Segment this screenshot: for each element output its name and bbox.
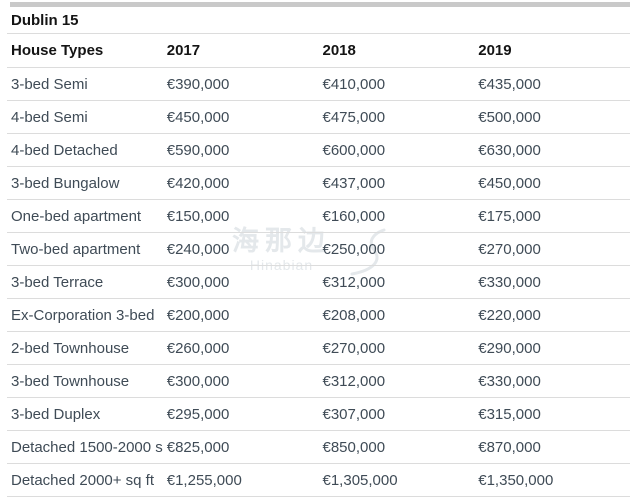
price-cell-2019: €500,000 xyxy=(478,108,541,126)
table-header-row: House Types 2017 2018 2019 xyxy=(7,34,630,68)
table-row: Detached 1500-2000 sq ft €825,000 €850,0… xyxy=(7,431,630,464)
price-cell-2019: €220,000 xyxy=(478,306,541,324)
house-type-cell: Detached 1500-2000 sq ft xyxy=(11,438,163,456)
price-cell-2017: €1,255,000 xyxy=(166,471,242,489)
price-cell-2019: €870,000 xyxy=(478,438,541,456)
column-header-2017: 2017 xyxy=(166,42,201,59)
house-type-cell: Ex-Corporation 3-bed xyxy=(11,306,155,324)
price-cell-2017: €240,000 xyxy=(166,240,230,258)
price-cell-2017: €590,000 xyxy=(166,141,230,159)
price-cell-2017: €420,000 xyxy=(166,174,230,192)
house-type-cell: Two-bed apartment xyxy=(11,240,141,258)
price-cell-2019: €630,000 xyxy=(478,141,541,159)
price-cell-2018: €270,000 xyxy=(322,339,386,357)
price-cell-2018: €250,000 xyxy=(322,240,386,258)
table-row: 4-bed Semi €450,000 €475,000 €500,000 xyxy=(7,101,630,134)
price-table: Dublin 15 House Types 2017 2018 2019 3-b… xyxy=(7,7,630,497)
price-cell-2017: €200,000 xyxy=(166,306,230,324)
price-cell-2017: €825,000 xyxy=(166,438,230,456)
price-cell-2019: €290,000 xyxy=(478,339,541,357)
table-row: 4-bed Detached €590,000 €600,000 €630,00… xyxy=(7,134,630,167)
price-cell-2018: €850,000 xyxy=(322,438,386,456)
table-body: 3-bed Semi €390,000 €410,000 €435,000 4-… xyxy=(7,68,630,497)
price-cell-2019: €435,000 xyxy=(478,75,541,93)
price-cell-2019: €330,000 xyxy=(478,372,541,390)
price-cell-2017: €295,000 xyxy=(166,405,230,423)
price-cell-2018: €312,000 xyxy=(322,273,386,291)
price-cell-2018: €437,000 xyxy=(322,174,386,192)
house-type-cell: 4-bed Detached xyxy=(11,141,118,159)
table-row: 3-bed Townhouse €300,000 €312,000 €330,0… xyxy=(7,365,630,398)
house-type-cell: 3-bed Duplex xyxy=(11,405,101,423)
price-cell-2018: €600,000 xyxy=(322,141,386,159)
house-type-cell: 3-bed Bungalow xyxy=(11,174,120,192)
table-title: Dublin 15 xyxy=(11,11,79,29)
table-title-row: Dublin 15 xyxy=(7,7,630,34)
price-cell-2018: €1,305,000 xyxy=(322,471,398,489)
house-type-cell: 3-bed Semi xyxy=(11,75,88,93)
table-row: Detached 2000+ sq ft €1,255,000 €1,305,0… xyxy=(7,464,630,497)
price-cell-2019: €450,000 xyxy=(478,174,541,192)
column-header-2019: 2019 xyxy=(478,42,512,59)
price-cell-2017: €300,000 xyxy=(166,372,230,390)
house-type-cell: 3-bed Townhouse xyxy=(11,372,130,390)
price-cell-2019: €175,000 xyxy=(478,207,541,225)
price-cell-2018: €312,000 xyxy=(322,372,386,390)
price-cell-2017: €150,000 xyxy=(166,207,230,225)
table-row: 3-bed Bungalow €420,000 €437,000 €450,00… xyxy=(7,167,630,200)
price-cell-2018: €475,000 xyxy=(322,108,386,126)
house-type-cell: One-bed apartment xyxy=(11,207,142,225)
price-cell-2018: €410,000 xyxy=(322,75,386,93)
table-row: Ex-Corporation 3-bed €200,000 €208,000 €… xyxy=(7,299,630,332)
house-type-cell: 3-bed Terrace xyxy=(11,273,104,291)
house-type-cell: 4-bed Semi xyxy=(11,108,88,126)
price-cell-2018: €160,000 xyxy=(322,207,386,225)
price-cell-2017: €390,000 xyxy=(166,75,230,93)
top-accent-bar xyxy=(10,2,630,7)
price-cell-2017: €300,000 xyxy=(166,273,230,291)
price-cell-2018: €307,000 xyxy=(322,405,386,423)
house-type-cell: Detached 2000+ sq ft xyxy=(11,471,155,489)
house-type-cell: 2-bed Townhouse xyxy=(11,339,130,357)
price-cell-2019: €270,000 xyxy=(478,240,541,258)
table-row: 3-bed Terrace €300,000 €312,000 €330,000 xyxy=(7,266,630,299)
column-header-house-types: House Types xyxy=(11,42,104,59)
price-cell-2018: €208,000 xyxy=(322,306,386,324)
price-cell-2017: €260,000 xyxy=(166,339,230,357)
price-cell-2019: €330,000 xyxy=(478,273,541,291)
table-row: 3-bed Duplex €295,000 €307,000 €315,000 xyxy=(7,398,630,431)
column-header-2018: 2018 xyxy=(322,42,356,59)
table-row: One-bed apartment €150,000 €160,000 €175… xyxy=(7,200,630,233)
table-row: 3-bed Semi €390,000 €410,000 €435,000 xyxy=(7,68,630,101)
table-row: 2-bed Townhouse €260,000 €270,000 €290,0… xyxy=(7,332,630,365)
table-row: Two-bed apartment €240,000 €250,000 €270… xyxy=(7,233,630,266)
price-cell-2017: €450,000 xyxy=(166,108,230,126)
price-cell-2019: €1,350,000 xyxy=(478,471,554,489)
price-cell-2019: €315,000 xyxy=(478,405,541,423)
